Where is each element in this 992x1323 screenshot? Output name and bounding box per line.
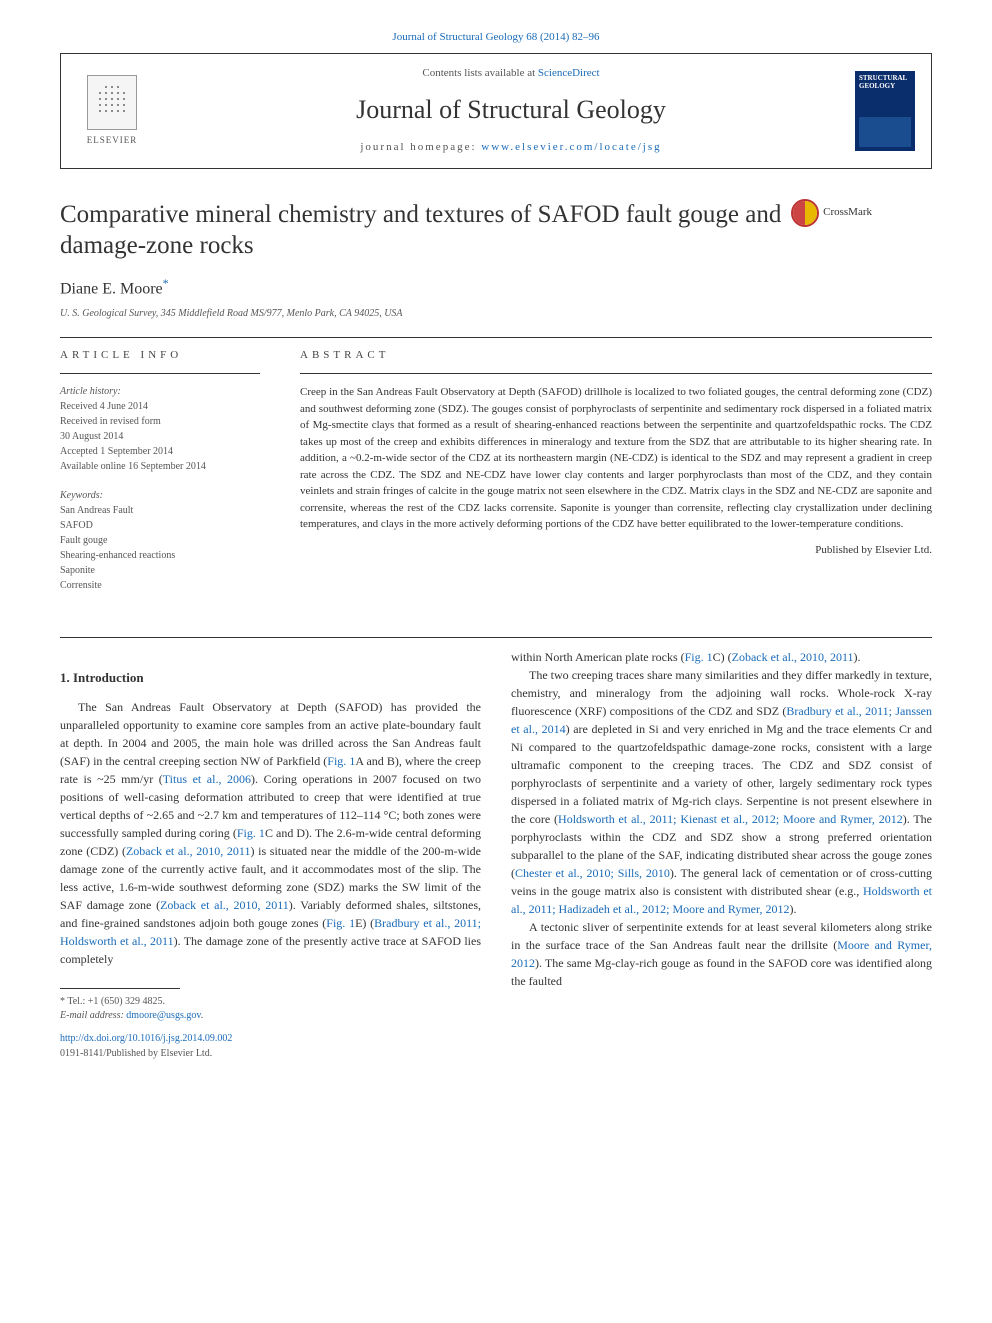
journal-header: ELSEVIER Contents lists available at Sci…: [60, 53, 932, 168]
email-link[interactable]: dmoore@usgs.gov: [126, 1010, 200, 1021]
doi-link[interactable]: http://dx.doi.org/10.1016/j.jsg.2014.09.…: [60, 1033, 232, 1044]
author-text: Diane E. Moore: [60, 280, 163, 297]
homepage-line: journal homepage: www.elsevier.com/locat…: [167, 140, 855, 155]
author-name: Diane E. Moore*: [60, 275, 932, 301]
fig-ref[interactable]: Fig. 1: [237, 826, 265, 840]
keyword: Fault gouge: [60, 533, 260, 548]
elsevier-tree-icon: [87, 75, 137, 130]
footnote-divider: [60, 988, 180, 989]
article-info-heading: ARTICLE INFO: [60, 348, 260, 363]
fig-ref[interactable]: Fig. 1: [327, 754, 355, 768]
elsevier-label: ELSEVIER: [87, 134, 138, 147]
section-heading-intro: 1. Introduction: [60, 668, 481, 688]
email-label: E-mail address:: [60, 1010, 126, 1021]
keywords-block: Keywords: San Andreas Fault SAFOD Fault …: [60, 488, 260, 593]
keyword: Shearing-enhanced reactions: [60, 548, 260, 563]
contents-line: Contents lists available at ScienceDirec…: [167, 66, 855, 81]
issn-text: 0191-8141/Published by Elsevier Ltd.: [60, 1048, 212, 1059]
keywords-label: Keywords:: [60, 488, 260, 503]
journal-name: Journal of Structural Geology: [167, 92, 855, 128]
citation-link[interactable]: Titus et al., 2006: [163, 772, 251, 786]
citation-link[interactable]: Zoback et al., 2010, 2011: [160, 898, 289, 912]
citation-link[interactable]: Zoback et al., 2010, 2011: [126, 844, 251, 858]
keyword: SAFOD: [60, 518, 260, 533]
intro-paragraph-1: The San Andreas Fault Observatory at Dep…: [60, 698, 481, 968]
citation-link[interactable]: Zoback et al., 2010, 2011: [732, 650, 854, 664]
body-content: 1. Introduction The San Andreas Fault Ob…: [60, 648, 932, 1061]
keyword: Saponite: [60, 563, 260, 578]
journal-cover-graphic: [859, 117, 911, 147]
elsevier-logo: ELSEVIER: [77, 71, 147, 151]
history-line: Received 4 June 2014: [60, 399, 260, 414]
title-row: CrossMark Comparative mineral chemistry …: [60, 199, 932, 262]
info-abstract-row: ARTICLE INFO Article history: Received 4…: [60, 348, 932, 607]
keyword: Corrensite: [60, 578, 260, 593]
journal-citation-link[interactable]: Journal of Structural Geology 68 (2014) …: [392, 31, 599, 43]
history-line: Available online 16 September 2014: [60, 459, 260, 474]
intro-paragraph-2: The two creeping traces share many simil…: [511, 666, 932, 918]
abstract-copyright: Published by Elsevier Ltd.: [300, 543, 932, 558]
abstract-text: Creep in the San Andreas Fault Observato…: [300, 384, 932, 533]
abstract: ABSTRACT Creep in the San Andreas Fault …: [300, 348, 932, 607]
tel-value: +1 (650) 329 4825.: [88, 996, 165, 1007]
article-history: Article history: Received 4 June 2014 Re…: [60, 384, 260, 474]
journal-cover-thumbnail: STRUCTURAL GEOLOGY: [855, 71, 915, 151]
keyword: San Andreas Fault: [60, 503, 260, 518]
homepage-link[interactable]: www.elsevier.com/locate/jsg: [481, 141, 661, 153]
fig-ref[interactable]: Fig. 1: [326, 916, 355, 930]
history-label: Article history:: [60, 384, 260, 399]
info-divider: [60, 373, 260, 374]
crossmark-badge[interactable]: CrossMark: [791, 199, 872, 227]
history-line: 30 August 2014: [60, 429, 260, 444]
crossmark-label: CrossMark: [823, 205, 872, 220]
history-line: Received in revised form: [60, 414, 260, 429]
author-corresponding-mark: *: [163, 276, 169, 290]
fig-ref[interactable]: Fig. 1: [685, 650, 713, 664]
divider: [60, 337, 932, 338]
intro-paragraph-3: A tectonic sliver of serpentinite extend…: [511, 918, 932, 990]
article-info: ARTICLE INFO Article history: Received 4…: [60, 348, 260, 607]
body-divider: [60, 637, 932, 638]
journal-cover-title: STRUCTURAL GEOLOGY: [859, 75, 911, 90]
journal-citation: Journal of Structural Geology 68 (2014) …: [60, 30, 932, 45]
abstract-heading: ABSTRACT: [300, 348, 932, 363]
sciencedirect-link[interactable]: ScienceDirect: [538, 67, 600, 79]
citation-link[interactable]: Holdsworth et al., 2011; Kienast et al.,…: [558, 812, 903, 826]
homepage-label: journal homepage:: [360, 141, 481, 153]
intro-paragraph-1-cont: within North American plate rocks (Fig. …: [511, 648, 932, 666]
journal-header-center: Contents lists available at ScienceDirec…: [167, 66, 855, 155]
crossmark-icon: [791, 199, 819, 227]
citation-link[interactable]: Chester et al., 2010; Sills, 2010: [515, 866, 670, 880]
contents-label: Contents lists available at: [422, 67, 537, 79]
doi-block: http://dx.doi.org/10.1016/j.jsg.2014.09.…: [60, 1031, 481, 1061]
history-line: Accepted 1 September 2014: [60, 444, 260, 459]
author-affiliation: U. S. Geological Survey, 345 Middlefield…: [60, 307, 932, 321]
corresponding-footnote: * Tel.: +1 (650) 329 4825. E-mail addres…: [60, 995, 481, 1023]
tel-label: * Tel.:: [60, 996, 88, 1007]
abstract-divider: [300, 373, 932, 374]
